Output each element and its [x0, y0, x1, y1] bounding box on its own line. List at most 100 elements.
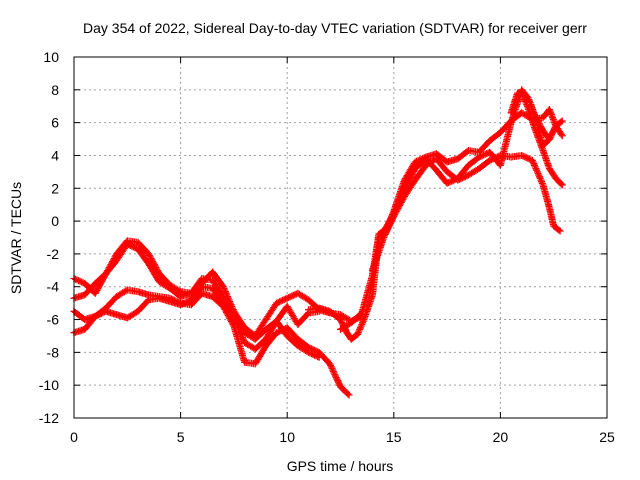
plus-marker-run [528, 156, 546, 187]
y-tick-label: 2 [51, 180, 59, 196]
plus-marker-run [539, 147, 553, 171]
plus-marker-run [347, 310, 365, 327]
data-track-3 [70, 283, 323, 361]
plus-marker-run [230, 314, 248, 335]
plus-marker-run [123, 308, 140, 322]
plus-marker-run [134, 238, 151, 257]
plus-marker-run [411, 163, 429, 184]
plus-marker-run [134, 245, 152, 266]
plus-marker-run [411, 154, 428, 166]
plus-marker-run [209, 276, 226, 299]
plus-marker-run [305, 343, 322, 356]
plus-marker-run [337, 320, 354, 333]
plus-marker-run [533, 119, 547, 148]
plus-marker-run [518, 89, 531, 110]
plus-marker-run [145, 250, 162, 276]
plus-marker-run [155, 270, 173, 288]
plus-marker-run [454, 148, 471, 163]
plus-marker-run [401, 160, 418, 184]
plus-marker-run [496, 120, 515, 169]
plus-marker-run [379, 209, 397, 243]
y-tick-label: 10 [43, 49, 59, 65]
plus-marker-run [507, 91, 521, 117]
y-tick-label: -12 [39, 410, 59, 426]
plus-marker-run [283, 302, 301, 327]
plus-marker-run [550, 222, 563, 234]
plus-marker-run [283, 324, 301, 342]
plus-marker-run [102, 251, 120, 278]
plus-marker-run [486, 130, 503, 145]
y-tick-label: 8 [51, 82, 59, 98]
plus-marker-run [401, 178, 418, 200]
plus-marker-run [464, 166, 482, 179]
x-tick-label: 20 [493, 429, 509, 445]
plus-marker-run [326, 307, 343, 322]
y-tick-label: -10 [39, 377, 59, 393]
plus-marker-run [432, 166, 450, 186]
x-axis-label: GPS time / hours [287, 458, 394, 474]
plus-marker-run [315, 348, 333, 367]
plus-marker-run [294, 289, 311, 303]
plus-marker-run [454, 163, 471, 182]
plus-marker-run [209, 293, 226, 309]
plus-marker-run [251, 317, 269, 340]
plus-marker-run [545, 106, 559, 128]
axis-ticks: 0 5 10 15 20 25 -12 -10 -8 -6 -4 -2 0 2 4 6 8 10 [39, 49, 615, 445]
plus-marker-run [219, 298, 237, 320]
plus-marker [558, 181, 566, 189]
plus-marker-run [552, 118, 565, 130]
data-points [70, 86, 566, 399]
plus-marker-run [545, 123, 559, 143]
plus-marker-run [177, 297, 194, 309]
plus-marker-run [294, 310, 311, 328]
plus-marker-run [305, 348, 322, 361]
plus-marker-run [369, 237, 387, 274]
plus-marker-run [262, 301, 280, 323]
plus-marker-run [496, 118, 514, 136]
plus-marker-run [187, 284, 205, 304]
plus-marker-run [209, 284, 226, 304]
plus-marker-run [432, 155, 450, 175]
y-tick-label: -6 [47, 312, 60, 328]
y-tick-label: 6 [51, 115, 59, 131]
y-tick-label: -4 [47, 279, 60, 295]
plus-marker [558, 132, 566, 140]
plus-marker-run [230, 322, 248, 364]
plus-marker-run [251, 336, 269, 353]
plus-marker-run [552, 174, 565, 188]
plus-marker-run [187, 281, 205, 297]
plus-marker-run [443, 175, 460, 187]
data-track-8 [507, 89, 566, 189]
y-tick-label: 4 [51, 147, 59, 163]
x-tick-label: 10 [279, 429, 295, 445]
plus-marker-run [273, 295, 290, 307]
plus-marker-run [524, 104, 538, 130]
plus-marker-run [134, 297, 151, 315]
plus-marker-run [262, 330, 279, 350]
plot-frame [73, 56, 608, 419]
plus-marker-run [464, 154, 482, 169]
plus-marker-run [155, 278, 172, 291]
plus-marker [315, 353, 323, 361]
data-track-9 [526, 99, 566, 150]
plus-marker [556, 227, 564, 235]
plus-marker-run [354, 317, 367, 338]
plus-marker-run [347, 331, 360, 343]
y-axis-label: SDTVAR / TECUs [8, 182, 24, 294]
plus-marker-run [539, 181, 553, 210]
plus-marker-run [326, 360, 344, 389]
y-tick-label: -8 [47, 344, 60, 360]
plus-marker-run [294, 335, 311, 350]
plus-marker-run [518, 152, 535, 164]
plus-marker [345, 391, 353, 399]
plus-marker-run [475, 138, 493, 156]
plus-marker-run [113, 238, 130, 258]
plus-marker-run [360, 293, 376, 323]
plus-marker-run [545, 165, 559, 181]
plus-marker-run [209, 268, 226, 289]
plus-marker-run [230, 307, 248, 330]
plus-marker-run [91, 271, 109, 297]
